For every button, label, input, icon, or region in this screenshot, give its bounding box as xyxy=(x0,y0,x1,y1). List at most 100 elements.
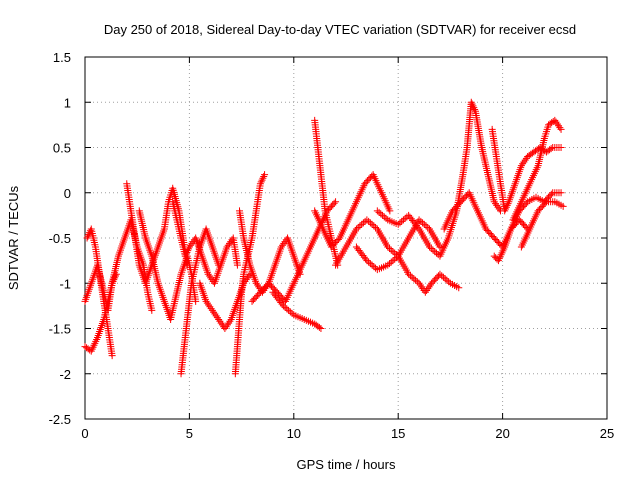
data-point xyxy=(217,319,225,327)
data-point xyxy=(365,217,373,225)
data-point xyxy=(204,270,212,278)
data-point xyxy=(391,249,399,257)
data-point xyxy=(210,308,218,316)
data-point xyxy=(111,272,119,280)
data-point xyxy=(368,261,376,269)
data-point xyxy=(541,199,549,207)
data-point xyxy=(148,306,156,314)
data-point xyxy=(501,207,509,215)
data-point xyxy=(213,314,221,322)
data-point xyxy=(356,222,364,230)
data-point xyxy=(490,198,498,206)
data-point xyxy=(205,301,213,309)
data-point xyxy=(202,297,210,305)
data-point xyxy=(108,352,116,360)
data-point xyxy=(205,272,213,280)
x-tick-label: 0 xyxy=(81,426,88,441)
data-point xyxy=(557,125,565,133)
data-point xyxy=(504,200,512,208)
data-point xyxy=(468,100,476,108)
data-point xyxy=(286,308,294,316)
data-point xyxy=(207,305,215,313)
data-point xyxy=(85,230,93,238)
data-point xyxy=(372,264,380,272)
data-point xyxy=(257,178,265,186)
y-tick-label: 1.5 xyxy=(53,50,71,65)
data-point xyxy=(386,260,393,268)
data-point xyxy=(280,239,288,247)
data-point xyxy=(352,225,360,233)
data-point xyxy=(386,207,394,215)
y-tick-label: -2.5 xyxy=(49,412,71,427)
data-point xyxy=(522,223,530,231)
data-point xyxy=(185,245,193,253)
data-point xyxy=(415,216,423,224)
data-point xyxy=(259,174,267,182)
data-point xyxy=(260,172,268,180)
data-point xyxy=(181,252,189,260)
data-point xyxy=(370,222,378,230)
data-point xyxy=(227,238,235,246)
data-point xyxy=(557,189,565,197)
data-point xyxy=(502,205,510,213)
data-point xyxy=(392,254,400,262)
data-point xyxy=(332,198,340,206)
y-tick-label: 0.5 xyxy=(53,141,71,156)
data-point xyxy=(424,285,432,293)
data-point xyxy=(429,246,437,254)
data-point xyxy=(427,245,435,253)
data-point xyxy=(315,323,323,331)
data-point xyxy=(401,214,409,222)
y-tick-label: -2 xyxy=(59,367,71,382)
data-point xyxy=(557,144,565,151)
x-tick-label: 5 xyxy=(186,426,193,441)
data-point xyxy=(502,203,510,211)
data-point xyxy=(212,312,220,320)
data-point xyxy=(519,160,527,168)
data-point xyxy=(439,273,447,281)
data-point xyxy=(413,278,421,286)
data-point xyxy=(330,199,338,207)
data-point xyxy=(384,243,392,251)
data-point xyxy=(399,216,407,224)
data-point xyxy=(552,118,560,126)
data-point xyxy=(555,122,563,130)
data-point xyxy=(226,317,234,325)
data-point xyxy=(222,323,230,331)
data-series xyxy=(81,98,567,378)
data-point xyxy=(438,272,446,280)
data-point xyxy=(389,248,397,256)
data-point xyxy=(221,325,229,332)
data-point xyxy=(279,241,287,249)
data-point xyxy=(382,214,390,222)
data-point xyxy=(278,300,286,308)
data-point xyxy=(396,219,404,227)
data-point xyxy=(372,223,380,231)
data-point xyxy=(405,270,413,278)
data-point xyxy=(426,243,434,251)
data-point xyxy=(184,247,192,255)
data-point xyxy=(415,279,423,287)
data-point xyxy=(83,234,91,242)
data-point xyxy=(365,258,373,266)
data-point xyxy=(277,243,285,251)
data-point xyxy=(366,260,374,268)
data-point xyxy=(443,276,451,284)
data-point xyxy=(368,220,376,228)
y-axis-label: SDTVAR / TECUs xyxy=(6,185,21,290)
chart-title: Day 250 of 2018, Sidereal Day-to-day VTE… xyxy=(104,22,576,37)
data-point xyxy=(216,317,224,325)
data-point xyxy=(387,246,395,254)
data-point xyxy=(380,213,388,221)
data-point xyxy=(551,116,559,124)
data-point xyxy=(556,124,564,132)
data-point xyxy=(425,283,433,291)
data-point xyxy=(471,105,479,113)
x-axis-label: GPS time / hours xyxy=(297,457,396,472)
data-point xyxy=(391,255,399,263)
data-point xyxy=(414,223,422,231)
data-point xyxy=(358,220,366,228)
data-point xyxy=(285,306,293,314)
data-point xyxy=(255,283,263,291)
data-point xyxy=(416,281,424,289)
